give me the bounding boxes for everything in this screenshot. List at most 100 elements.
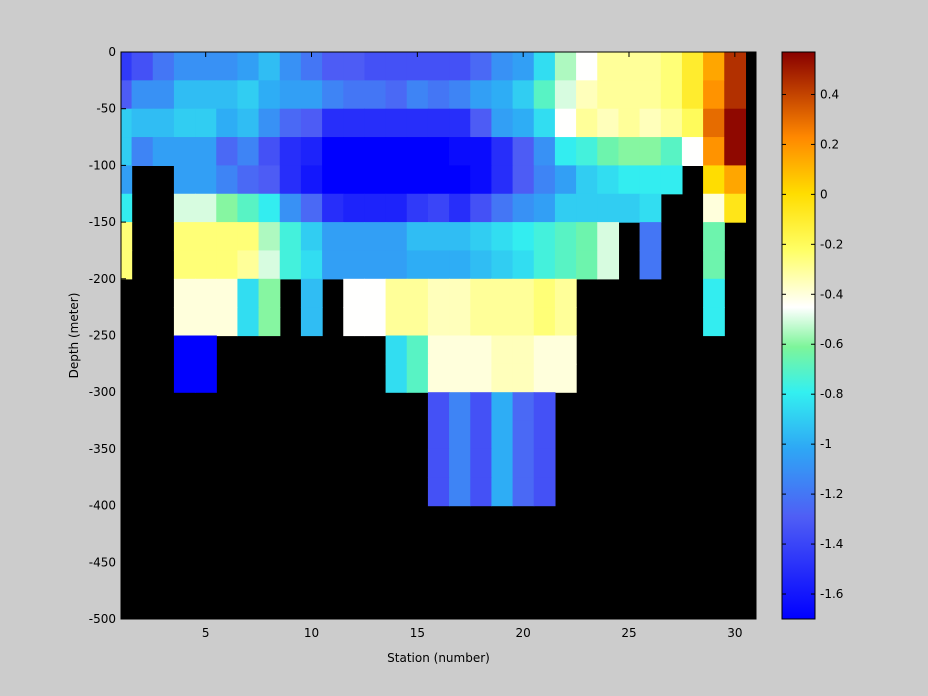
heatmap-cell [385, 335, 408, 365]
heatmap-cell [322, 108, 344, 138]
x-tick-label: 10 [304, 626, 319, 640]
heatmap-cell [533, 420, 556, 450]
heatmap-cell [597, 165, 620, 195]
colorbar-tick-label: -0.6 [820, 337, 843, 351]
heatmap-cell [449, 363, 471, 393]
heatmap-cell [533, 137, 556, 166]
heatmap-cell [237, 137, 260, 166]
heatmap-cell [576, 165, 598, 195]
heatmap-cell [533, 250, 556, 280]
heatmap-cell [470, 250, 493, 280]
heatmap-cell [618, 193, 641, 223]
heatmap-cell [724, 52, 747, 81]
heatmap-cell [385, 307, 408, 337]
heatmap-cell [554, 363, 577, 393]
x-axis-label: Station (number) [387, 651, 490, 665]
heatmap-cell [427, 108, 450, 138]
heatmap-cell [322, 250, 344, 280]
heatmap-cell [703, 165, 725, 195]
heatmap-cell [364, 307, 387, 337]
heatmap-cell [195, 80, 217, 110]
heatmap-cell [639, 52, 662, 81]
heatmap-cell [216, 193, 239, 223]
heatmap-cell [449, 392, 471, 422]
heatmap-cell [258, 193, 281, 223]
heatmap-cell [364, 52, 387, 81]
heatmap-cell [322, 193, 344, 223]
heatmap-cell [385, 108, 408, 138]
heatmap-cell [470, 335, 493, 365]
heatmap-cell [258, 165, 281, 195]
heatmap-cell [152, 52, 175, 81]
heatmap-cell [216, 307, 239, 337]
heatmap-cell [195, 307, 217, 337]
heatmap-cell [681, 137, 704, 166]
colorbar-tick-label: -1.4 [820, 537, 843, 551]
heatmap-cell [470, 363, 493, 393]
heatmap-cell [195, 165, 217, 195]
heatmap-cell [470, 392, 493, 422]
heatmap-cell [533, 477, 556, 507]
heatmap-cell [237, 80, 260, 110]
heatmap-cell [703, 52, 725, 81]
heatmap-cell [343, 52, 366, 81]
heatmap-cell [406, 165, 429, 195]
heatmap-cell [470, 52, 493, 81]
heatmap-cell [512, 278, 535, 308]
heatmap-cell [121, 193, 133, 223]
heatmap-cell [131, 137, 154, 166]
heatmap-cell [258, 250, 281, 280]
heatmap-cell [406, 335, 429, 365]
heatmap-cell [512, 420, 535, 450]
heatmap-cell [258, 307, 281, 337]
heatmap-cell [554, 165, 577, 195]
heatmap-cell [300, 137, 323, 166]
heatmap-cell [660, 108, 683, 138]
heatmap-cell [427, 165, 450, 195]
heatmap-cell [639, 165, 662, 195]
heatmap-cell [364, 108, 387, 138]
heatmap-cell [427, 250, 450, 280]
heatmap-cell [512, 137, 535, 166]
heatmap-cell [195, 137, 217, 166]
heatmap-cell [533, 52, 556, 81]
heatmap-cell [121, 137, 133, 166]
heatmap-cell [597, 222, 620, 252]
heatmap-cell [173, 335, 196, 365]
heatmap-cell [576, 52, 598, 81]
y-tick-label: -250 [89, 329, 116, 343]
heatmap-cell [173, 80, 196, 110]
heatmap-cell [322, 222, 344, 252]
heatmap-cell [173, 222, 196, 252]
heatmap-cell [427, 137, 450, 166]
heatmap-cell [703, 193, 725, 223]
heatmap-cell [533, 335, 556, 365]
heatmap-cell [258, 278, 281, 308]
heatmap-cell [237, 108, 260, 138]
heatmap-cell [533, 448, 556, 478]
heatmap-cell [470, 307, 493, 337]
x-tick-label: 20 [516, 626, 531, 640]
heatmap-cell [533, 392, 556, 422]
heatmap-cell [300, 80, 323, 110]
heatmap-cell [216, 108, 239, 138]
heatmap-cell [258, 137, 281, 166]
heatmap-cell [131, 80, 154, 110]
heatmap-cell [427, 193, 450, 223]
heatmap-cell [173, 278, 196, 308]
heatmap-cell [427, 80, 450, 110]
heatmap-cell [470, 448, 493, 478]
heatmap-cell [639, 80, 662, 110]
colorbar-tick-label: 0.4 [820, 87, 839, 101]
heatmap-cell [470, 165, 493, 195]
heatmap-cell [512, 335, 535, 365]
heatmap-cell [195, 335, 217, 365]
heatmap-cell [406, 250, 429, 280]
colorbar-tick-label: -0.8 [820, 387, 843, 401]
x-tick-label: 15 [410, 626, 425, 640]
heatmap-cell [364, 80, 387, 110]
heatmap-cell [449, 137, 471, 166]
heatmap-cell [343, 250, 366, 280]
heatmap-cell [364, 222, 387, 252]
heatmap-cell [449, 420, 471, 450]
